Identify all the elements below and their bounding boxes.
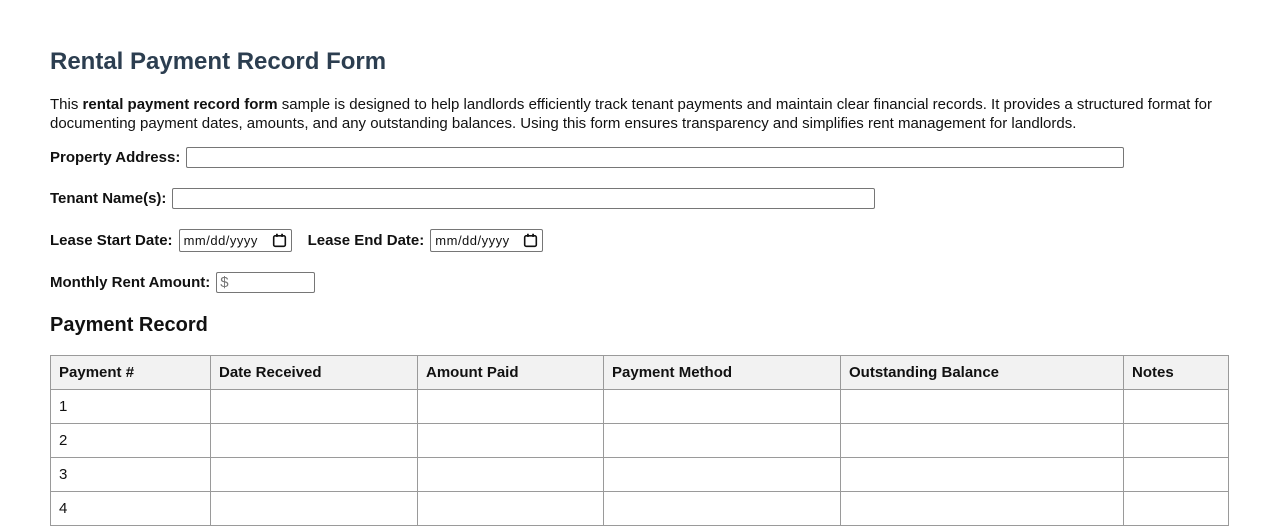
cell-date-received xyxy=(210,422,418,458)
cell-date-received xyxy=(210,388,418,424)
cell-payment-method xyxy=(603,456,841,492)
cell-notes xyxy=(1123,490,1229,526)
cell-payment-number: 1 xyxy=(50,388,211,424)
column-header-date-received: Date Received xyxy=(210,354,418,390)
table-header-row: Payment # Date Received Amount Paid Paym… xyxy=(50,354,1229,390)
tenant-names-row: Tenant Name(s): xyxy=(50,187,1228,209)
lease-start-date-label: Lease Start Date: xyxy=(50,231,173,249)
payment-record-table: Payment # Date Received Amount Paid Paym… xyxy=(50,354,1229,526)
property-address-row: Property Address: xyxy=(50,146,1228,168)
cell-payment-method xyxy=(603,490,841,526)
cell-date-received xyxy=(210,490,418,526)
monthly-rent-row: Monthly Rent Amount: xyxy=(50,271,1228,293)
table-row: 4 xyxy=(50,490,1229,526)
lease-end-date-label: Lease End Date: xyxy=(307,231,425,249)
cell-amount-paid xyxy=(417,388,604,424)
cell-amount-paid xyxy=(417,456,604,492)
cell-outstanding-balance xyxy=(840,388,1124,424)
property-address-input[interactable] xyxy=(186,146,1125,168)
tenant-names-label: Tenant Name(s): xyxy=(50,189,167,207)
cell-payment-number: 4 xyxy=(50,490,211,526)
page-title: Rental Payment Record Form xyxy=(50,48,387,75)
cell-notes xyxy=(1123,456,1229,492)
date-format-text: mm/dd/yyyy xyxy=(435,232,510,248)
column-header-notes: Notes xyxy=(1123,354,1229,390)
lease-start-date-input[interactable]: mm/dd/yyyy xyxy=(178,228,292,252)
table-row: 2 xyxy=(50,422,1229,458)
cell-payment-number: 3 xyxy=(50,456,211,492)
cell-amount-paid xyxy=(417,422,604,458)
intro-text-before: This xyxy=(50,95,83,113)
cell-notes xyxy=(1123,388,1229,424)
cell-payment-number: 2 xyxy=(50,422,211,458)
cell-date-received xyxy=(210,456,418,492)
payment-record-heading: Payment Record xyxy=(50,313,208,336)
cell-payment-method xyxy=(603,422,841,458)
cell-notes xyxy=(1123,422,1229,458)
table-row: 1 xyxy=(50,388,1229,424)
tenant-names-input[interactable] xyxy=(172,187,876,209)
intro-text-after: sample is designed to help landlords eff… xyxy=(50,95,1212,132)
cell-outstanding-balance xyxy=(840,422,1124,458)
intro-paragraph: This rental payment record form sample i… xyxy=(50,95,1222,133)
date-format-text: mm/dd/yyyy xyxy=(183,232,258,248)
lease-end-date-input[interactable]: mm/dd/yyyy xyxy=(430,228,544,252)
calendar-icon[interactable] xyxy=(523,233,538,248)
property-address-label: Property Address: xyxy=(50,148,181,166)
monthly-rent-input[interactable] xyxy=(216,271,316,293)
cell-outstanding-balance xyxy=(840,490,1124,526)
column-header-outstanding-balance: Outstanding Balance xyxy=(840,354,1124,390)
column-header-payment-number: Payment # xyxy=(50,354,211,390)
lease-dates-row: Lease Start Date: mm/dd/yyyy Lease End D… xyxy=(50,228,1228,252)
cell-amount-paid xyxy=(417,490,604,526)
column-header-payment-method: Payment Method xyxy=(603,354,841,390)
cell-payment-method xyxy=(603,388,841,424)
monthly-rent-label: Monthly Rent Amount: xyxy=(50,273,211,291)
calendar-icon[interactable] xyxy=(272,233,287,248)
intro-bold-keyword: rental payment record form xyxy=(82,95,278,113)
cell-outstanding-balance xyxy=(840,456,1124,492)
table-row: 3 xyxy=(50,456,1229,492)
column-header-amount-paid: Amount Paid xyxy=(417,354,604,390)
